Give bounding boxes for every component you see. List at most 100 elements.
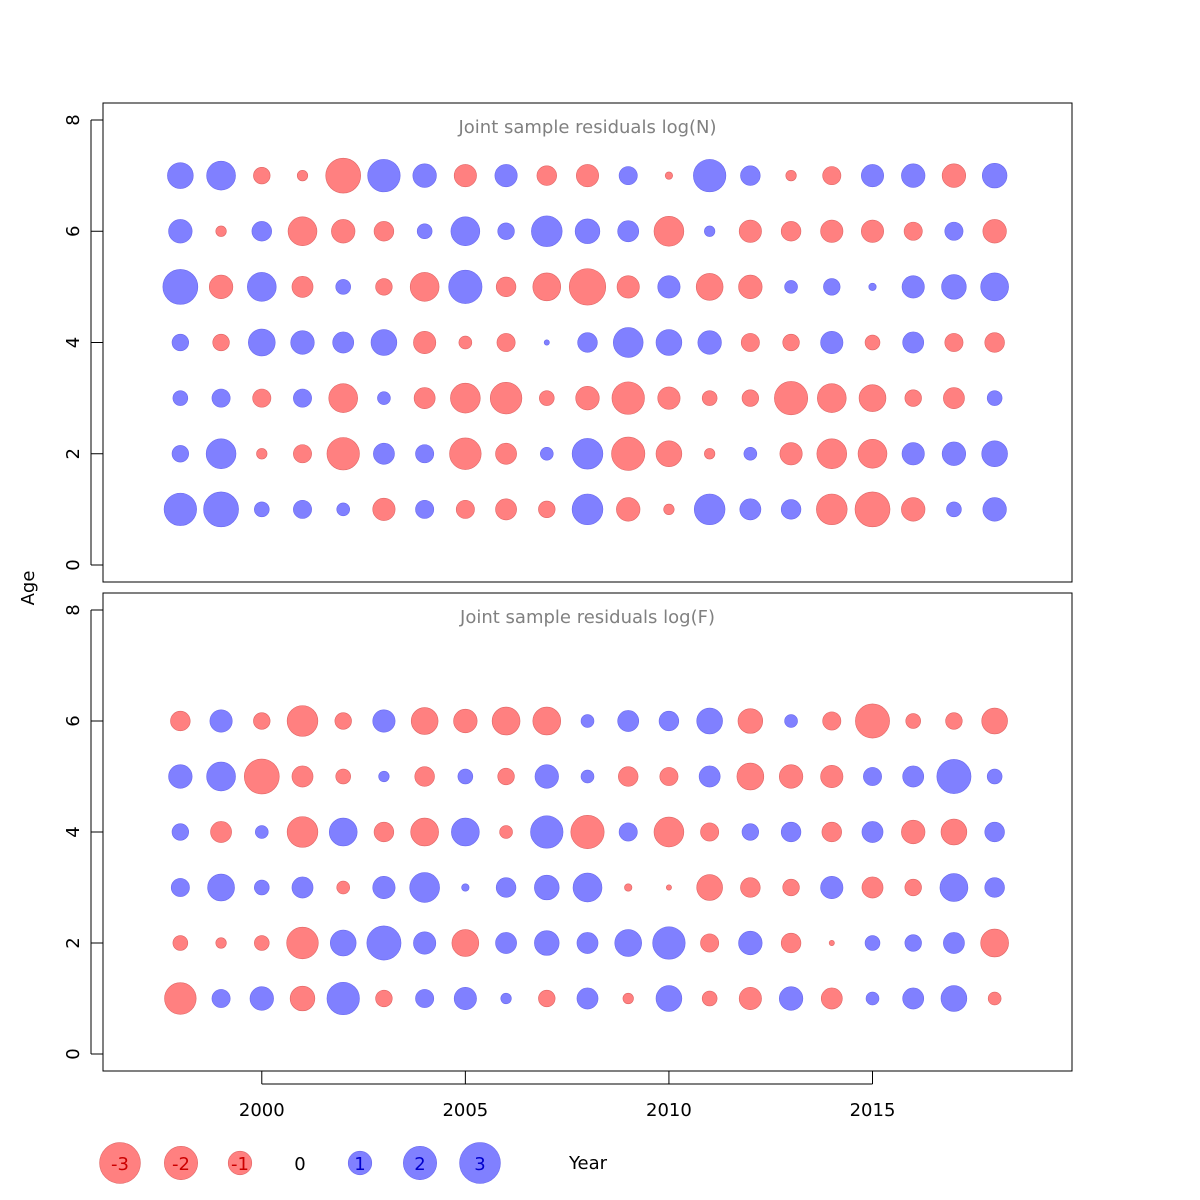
bubble — [458, 335, 473, 350]
bubble — [696, 707, 723, 735]
x-tick-label: 2005 — [442, 1100, 488, 1121]
bubble — [530, 815, 564, 849]
bubble — [618, 166, 638, 186]
bubble — [865, 991, 880, 1006]
bubble — [936, 759, 972, 794]
y-tick-label: 8 — [63, 604, 84, 615]
bubble — [617, 220, 640, 243]
bubble — [215, 937, 227, 949]
legend-label: 1 — [354, 1154, 365, 1175]
bubble — [495, 932, 517, 954]
bubble — [293, 444, 312, 464]
bubble — [740, 333, 760, 352]
bubble — [738, 219, 762, 243]
bubble — [695, 273, 724, 301]
bubble — [208, 274, 234, 299]
bubble — [495, 442, 517, 465]
bubble — [251, 221, 272, 242]
legend-label: -2 — [172, 1154, 190, 1175]
bubble — [410, 817, 439, 847]
bubble — [571, 438, 604, 470]
bubble — [980, 272, 1009, 302]
bubble — [822, 711, 842, 731]
bubble — [491, 706, 521, 736]
bubble — [820, 987, 843, 1010]
bubble — [618, 822, 638, 842]
x-tick-label: 2000 — [239, 1100, 285, 1121]
bubble — [576, 164, 599, 188]
bubble — [576, 987, 599, 1010]
bubble — [697, 330, 722, 355]
legend-label: -3 — [111, 1154, 129, 1175]
bubble — [655, 985, 683, 1012]
panel-2: Joint sample residuals log(F) 0 2 4 6 8 — [63, 592, 1073, 1072]
bubble — [496, 333, 516, 352]
bubble — [254, 935, 270, 951]
bubble — [611, 436, 646, 471]
bubble — [495, 498, 517, 521]
bubble — [820, 876, 844, 899]
legend-entry: -1 — [227, 1150, 253, 1176]
bubble — [863, 767, 882, 786]
bubble — [370, 329, 398, 356]
bubble — [700, 822, 720, 842]
bubble — [409, 872, 440, 903]
bubble — [857, 439, 888, 469]
bubble — [945, 712, 963, 730]
x-axis: 2000 2005 2010 2015 — [239, 1071, 895, 1121]
bubble — [457, 768, 474, 785]
bubble — [211, 989, 231, 1008]
bubble — [489, 382, 523, 415]
bubble — [740, 877, 761, 898]
bubble — [741, 823, 759, 841]
bubble — [782, 878, 800, 897]
y-tick-label: 0 — [63, 559, 84, 570]
bubble — [170, 878, 190, 897]
bubble — [575, 386, 600, 411]
bubbles — [164, 703, 1009, 1016]
bubble — [944, 333, 964, 352]
bubble — [449, 437, 482, 470]
bubble — [415, 989, 435, 1008]
bubble — [780, 821, 802, 843]
bubble — [495, 877, 517, 898]
bubble — [164, 982, 197, 1015]
bubble — [536, 165, 557, 186]
bubble — [785, 170, 797, 182]
bubble — [696, 874, 723, 901]
bubble — [377, 391, 391, 405]
bubble — [738, 930, 763, 956]
bubble — [939, 873, 969, 902]
bubble — [655, 329, 683, 356]
bubbles — [162, 157, 1009, 528]
bubble — [415, 499, 435, 519]
bubble — [784, 714, 798, 728]
y-tick-label: 2 — [63, 448, 84, 459]
bubble — [534, 930, 560, 956]
bubble — [211, 388, 231, 408]
bubble — [823, 278, 841, 296]
bubble — [611, 381, 645, 415]
bubble — [162, 269, 199, 305]
bubble — [532, 706, 562, 736]
bubble — [461, 883, 470, 892]
bubble — [286, 816, 319, 848]
bubble — [450, 382, 481, 414]
bubble — [940, 818, 968, 846]
panel-title: Joint sample residuals log(N) — [457, 117, 716, 138]
bubble — [784, 280, 798, 294]
legend-entry: 2 — [403, 1146, 437, 1180]
bubble — [494, 164, 518, 188]
bubble — [665, 884, 672, 891]
bubble — [653, 216, 685, 247]
bubble — [203, 491, 239, 528]
x-tick-label: 2010 — [646, 1100, 692, 1121]
bubble — [816, 493, 848, 526]
bubble — [416, 223, 433, 240]
bubble — [944, 221, 964, 241]
bubble — [451, 817, 480, 847]
bubble — [453, 987, 477, 1010]
bubble — [861, 219, 884, 243]
bubble — [286, 926, 319, 960]
bubble — [373, 221, 395, 242]
